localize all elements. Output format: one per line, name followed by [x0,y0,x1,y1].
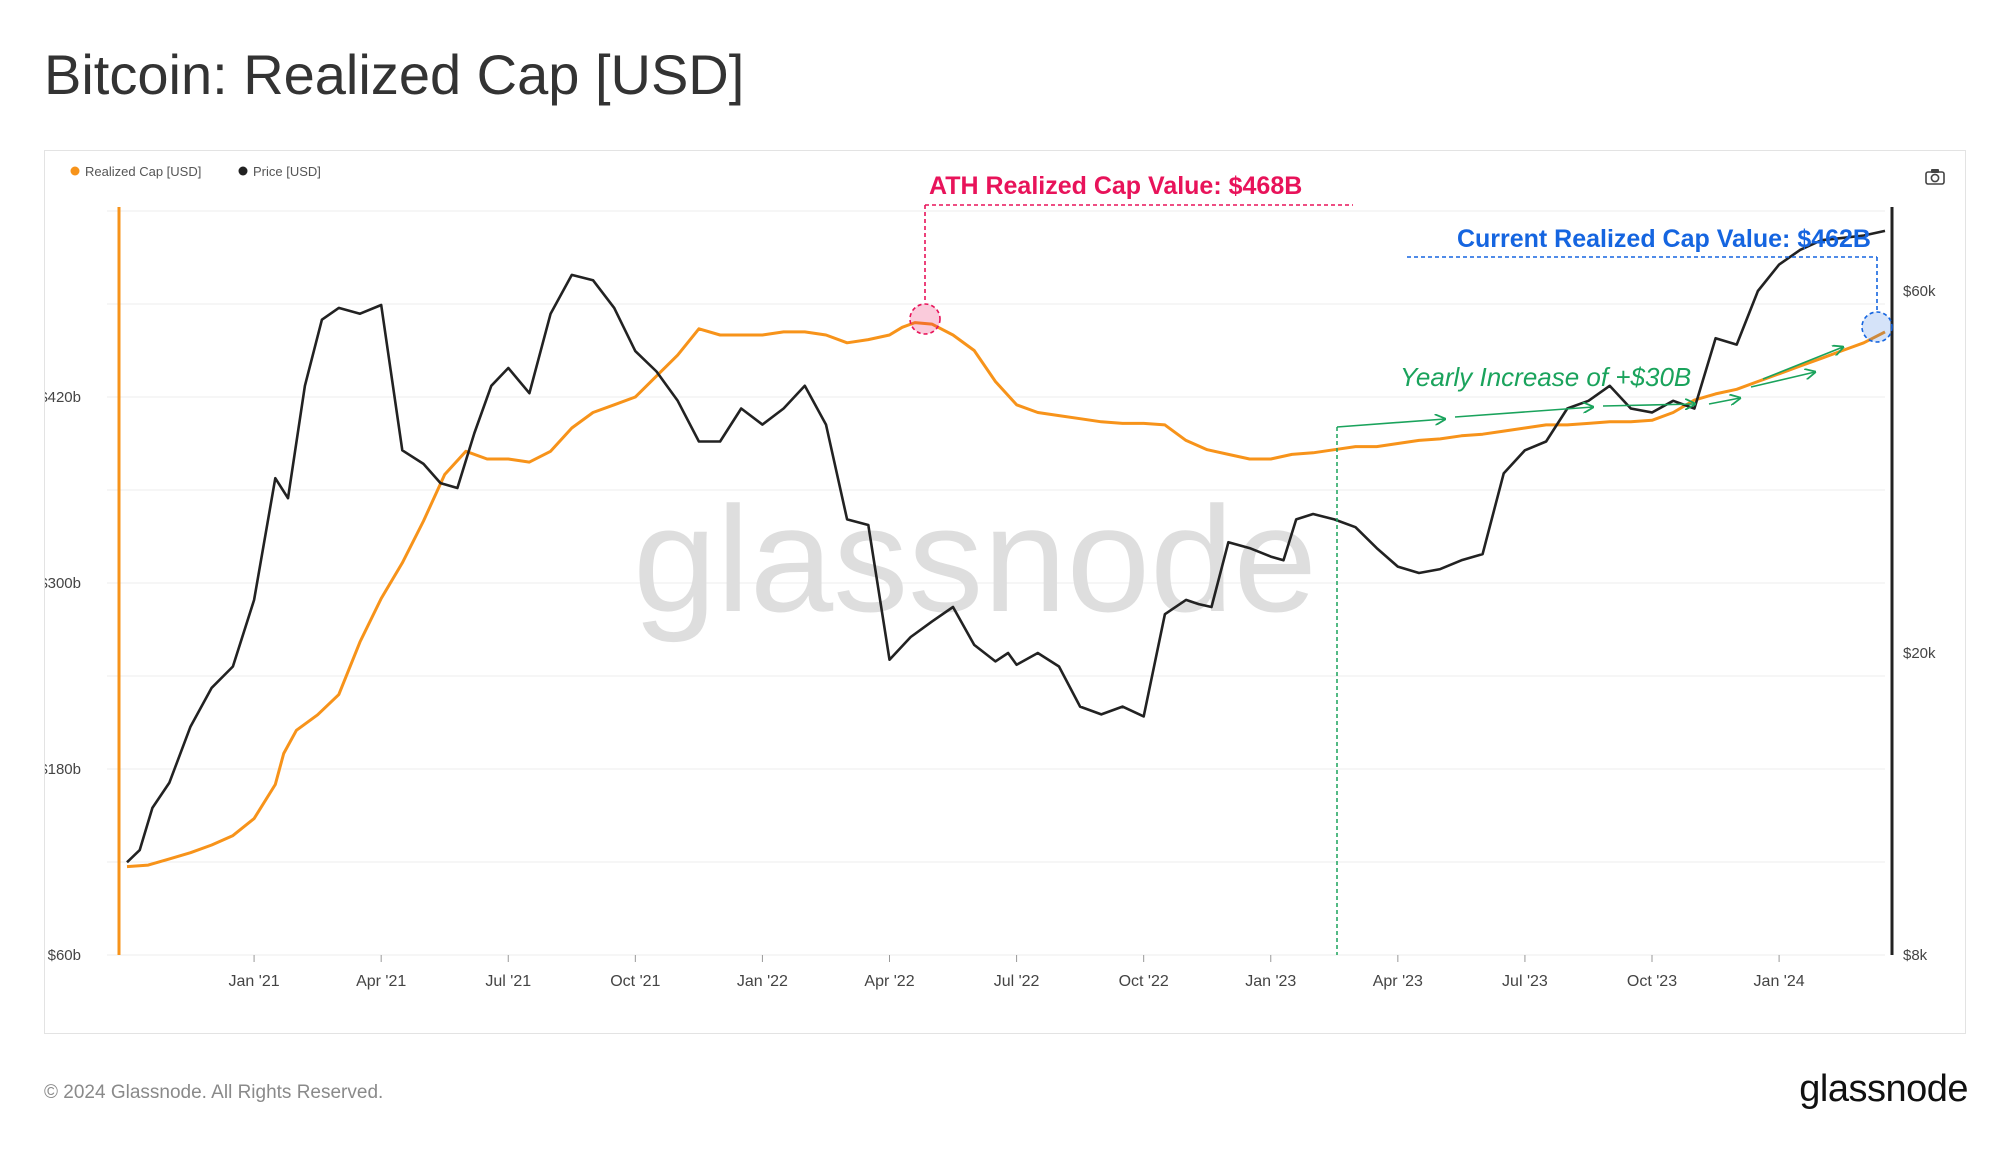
yearly-arrows [1336,347,1843,428]
x-axis-tick-label: Apr '21 [356,973,406,990]
x-axis-tick-label: Jan '23 [1245,973,1296,990]
legend-label-price[interactable]: Price [USD] [253,164,321,179]
x-axis-tick-label: Jan '22 [737,973,788,990]
yearly-arrow [1708,398,1740,404]
yearly-annotation: Yearly Increase of +$30B [1336,347,1843,955]
right-axis-tick-label: $20k [1903,645,1936,662]
left-axis-tick-label: $420b [45,389,81,406]
ath-label: ATH Realized Cap Value: $468B [929,172,1302,200]
footer-logo[interactable]: glassnode [1799,1068,1968,1110]
x-axis-tick-label: Apr '22 [864,973,914,990]
legend[interactable]: Realized Cap [USD] Price [USD] [70,164,321,179]
yearly-arrow [1454,407,1593,418]
current-annotation: Current Realized Cap Value: $462B [1407,225,1893,343]
x-axis-tick-label: Jan '21 [229,973,280,990]
ath-marker [909,303,941,335]
x-axis-tick-label: Oct '21 [610,973,660,990]
yearly-arrow [1602,404,1695,406]
current-marker [1861,311,1893,343]
x-axis-tick-label: Oct '22 [1119,973,1169,990]
ath-annotation: ATH Realized Cap Value: $468B [909,172,1353,335]
left-axis-tick-label: $60b [48,947,81,964]
yearly-arrow [1762,347,1843,380]
right-axis-tick-label: $60k [1903,283,1936,300]
x-axis-ticks: Jan '21 Apr '21 Jul '21 Oct '21 Jan '22 Apr '… [229,955,1805,990]
current-label: Current Realized Cap Value: $462B [1457,225,1871,253]
chart-panel: Realized Cap [USD] Price [USD] glassnode… [44,150,1966,1034]
x-axis-tick-label: Apr '23 [1373,973,1423,990]
realized-cap-line[interactable] [126,321,1886,869]
legend-label-realized-cap[interactable]: Realized Cap [USD] [85,164,201,179]
right-axis-tick-label: $8k [1903,947,1928,964]
x-axis-tick-label: Jul '23 [1502,973,1548,990]
x-axis-tick-label: Jan '24 [1754,973,1805,990]
footer-copyright: © 2024 Glassnode. All Rights Reserved. [44,1082,384,1103]
price-line[interactable] [126,229,1886,864]
watermark: glassnode [633,475,1317,643]
legend-dot-realized-cap [70,166,80,176]
legend-dot-price [238,166,248,176]
x-axis-tick-label: Jul '22 [994,973,1040,990]
camera-icon[interactable] [1925,169,1945,185]
left-axis-tick-label: $300b [45,575,81,592]
right-axis-ticks: $8k $20k $60k [1903,283,1936,964]
left-axis-tick-label: $180b [45,761,81,778]
page-title: Bitcoin: Realized Cap [USD] [44,43,745,106]
chart-canvas[interactable]: Realized Cap [USD] Price [USD] glassnode… [45,151,1967,1035]
left-axis-ticks: $60b $180b $300b $420b [45,389,81,964]
x-axis-tick-label: Jul '21 [485,973,531,990]
gridlines [107,210,1885,956]
yearly-arrow [1336,419,1445,428]
yearly-label: Yearly Increase of +$30B [1400,362,1691,392]
x-axis-tick-label: Oct '23 [1627,973,1677,990]
yearly-arrow [1750,372,1815,388]
